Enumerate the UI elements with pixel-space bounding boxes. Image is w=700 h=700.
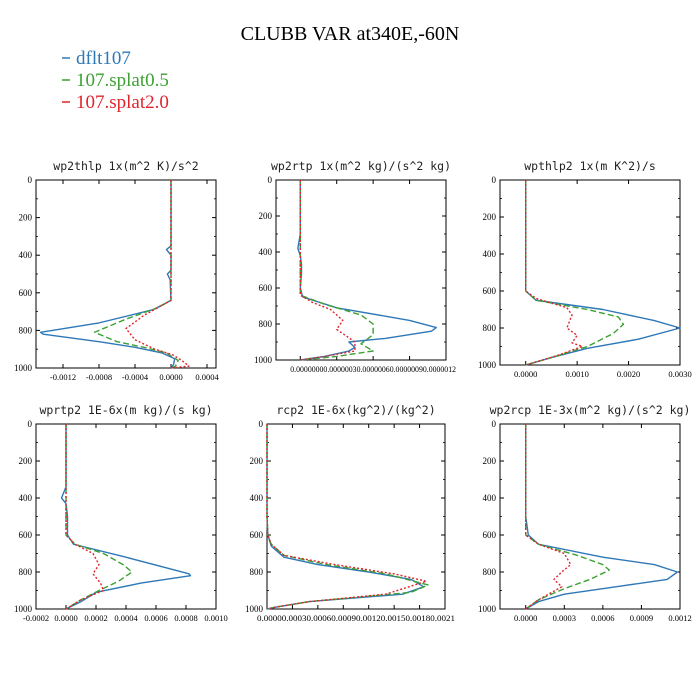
- y-tick-label: 200: [259, 211, 273, 221]
- y-tick-label: 200: [483, 456, 497, 466]
- x-tick-label: 0.0006: [591, 613, 614, 623]
- series-line-dflt107: [60, 424, 192, 610]
- plot-frame: [35, 423, 217, 610]
- y-tick-label: 400: [259, 247, 273, 257]
- plot-frame: [35, 179, 217, 369]
- series-line-dflt107: [297, 180, 437, 361]
- x-tick-label: 0.0030: [668, 369, 691, 379]
- x-tick-label: 0.0000: [159, 372, 182, 382]
- series-line-107.splat0.5: [525, 424, 610, 610]
- x-tick-label: 0.0002: [84, 613, 107, 623]
- x-tick-label: 0.0004: [114, 613, 138, 623]
- series-line-107.splat2.0: [525, 424, 572, 610]
- y-tick-label: 400: [483, 493, 497, 503]
- x-tick-label: -0.0004: [122, 372, 149, 382]
- x-tick-label: 0.0000: [54, 613, 77, 623]
- y-tick-label: 800: [19, 567, 33, 577]
- panel-title: rcp2 1E-6x(kg^2)/(kg^2): [276, 403, 435, 417]
- x-tick-label: 0.0000: [514, 369, 537, 379]
- figure-title: CLUBB VAR at340E,-60N: [241, 23, 460, 45]
- x-tick-label: 0.0009: [630, 613, 653, 623]
- series-line-dflt107: [525, 424, 679, 610]
- panel-6: wp2rcp 1E-3x(m^2 kg)/(s^2 kg) 0 200 400 600 8…: [478, 403, 692, 623]
- y-tick-label: 0: [28, 175, 33, 185]
- y-tick-label: 600: [483, 286, 497, 296]
- plot-frame: [266, 423, 446, 610]
- series-line-107.splat0.5: [525, 180, 625, 366]
- series-line-107.splat0.5: [266, 424, 429, 610]
- x-tick-label: 0.0003: [553, 613, 576, 623]
- panel-title: wpthlp2 1x(m K^2)/s: [524, 159, 656, 173]
- legend-label-dflt107: dflt107: [76, 48, 131, 69]
- x-tick-label: 0.0000: [514, 613, 537, 623]
- series-line-107.splat0.5: [93, 180, 179, 369]
- y-tick-label: 1000: [478, 604, 497, 614]
- y-tick-label: 600: [483, 530, 497, 540]
- y-tick-label: 1000: [478, 360, 497, 370]
- x-tick-label: -0.0002: [23, 613, 49, 623]
- x-tick-labels: 0.00000.00030.00060.00090.00120.00150.00…: [257, 614, 455, 623]
- y-tick-label: 400: [19, 493, 33, 503]
- x-tick-label: 0.0020: [617, 369, 640, 379]
- y-tick-label: 200: [483, 212, 497, 222]
- y-tick-label: 1000: [245, 604, 264, 614]
- series-line-107.splat0.5: [299, 180, 374, 361]
- x-tick-label: 0.0012: [668, 613, 691, 623]
- legend-label-splat2.0: 107.splat2.0: [76, 92, 169, 113]
- panels-grid: wp2thlp 1x(m^2 K)/s^202004006008001000-0…: [14, 159, 692, 623]
- y-tick-label: 800: [250, 567, 264, 577]
- y-tick-label: 0: [268, 175, 273, 185]
- x-tick-label: 0.0006: [144, 613, 167, 623]
- y-tick-label: 1000: [14, 604, 33, 614]
- y-tick-label: 0: [28, 419, 33, 429]
- y-tick-label: 0: [259, 419, 264, 429]
- y-tick-label: 800: [483, 323, 497, 333]
- y-tick-label: 400: [19, 250, 33, 260]
- panel-1: wp2thlp 1x(m^2 K)/s^2 0 200 400 600 800 1000 -0…: [14, 159, 219, 382]
- y-tick-label: 600: [19, 288, 33, 298]
- y-tick-label: 600: [250, 530, 264, 540]
- series-line-dflt107: [525, 180, 681, 366]
- y-tick-label: 600: [19, 530, 33, 540]
- plot-frame: [499, 179, 681, 366]
- y-tick-label: 800: [19, 325, 33, 335]
- y-tick-label: 800: [259, 319, 273, 329]
- panel-2: wp2rtp 1x(m^2 kg)/(s^2 kg) 0 200 400 600 800 1…: [254, 159, 456, 374]
- x-tick-label: 0.0010: [565, 369, 588, 379]
- x-tick-label: 0.0008: [174, 613, 197, 623]
- y-tick-label: 0: [492, 175, 497, 185]
- series-line-107.splat2.0: [299, 180, 356, 361]
- panel-title: wprtp2 1E-6x(m kg)/(s kg): [39, 403, 212, 417]
- legend-label-splat0.5: 107.splat0.5: [76, 70, 169, 91]
- y-tick-label: 1000: [14, 363, 33, 373]
- panel-5: rcp2 1E-6x(kg^2)/(kg^2) 0 200 400 600 800 1000…: [245, 403, 455, 623]
- series-line-107.splat2.0: [266, 424, 428, 610]
- series-line-dflt107: [39, 180, 176, 369]
- y-tick-label: 200: [19, 213, 33, 223]
- y-tick-label: 1000: [254, 355, 273, 365]
- y-tick-label: 400: [250, 493, 264, 503]
- series-line-107.splat2.0: [125, 180, 190, 369]
- x-tick-labels: 0.00000000.00000030.00000060.00000090.00…: [290, 365, 456, 374]
- panel-title: wp2thlp 1x(m^2 K)/s^2: [53, 159, 198, 173]
- panel-title: wp2rtp 1x(m^2 kg)/(s^2 kg): [271, 159, 451, 173]
- series-line-dflt107: [266, 424, 425, 610]
- x-tick-label: -0.0012: [50, 372, 76, 382]
- legend: dflt107 107.splat0.5 107.splat2.0: [62, 48, 169, 113]
- x-tick-label: 0.0010: [204, 613, 227, 623]
- x-tick-label: -0.0008: [86, 372, 112, 382]
- y-tick-label: 400: [483, 249, 497, 259]
- panel-title: wp2rcp 1E-3x(m^2 kg)/(s^2 kg): [490, 403, 691, 417]
- series-line-107.splat2.0: [525, 180, 583, 366]
- panel-4: wprtp2 1E-6x(m kg)/(s kg) 0 200 400 600 800 10…: [14, 403, 228, 623]
- y-tick-label: 200: [250, 456, 264, 466]
- series-line-107.splat2.0: [65, 424, 105, 610]
- y-tick-label: 600: [259, 283, 273, 293]
- y-tick-label: 200: [19, 456, 33, 466]
- y-tick-label: 800: [483, 567, 497, 577]
- x-tick-label: 0.0004: [195, 372, 219, 382]
- y-tick-label: 0: [492, 419, 497, 429]
- panel-3: wpthlp2 1x(m K^2)/s 0 200 400 600 800 1000 0.00…: [478, 159, 692, 379]
